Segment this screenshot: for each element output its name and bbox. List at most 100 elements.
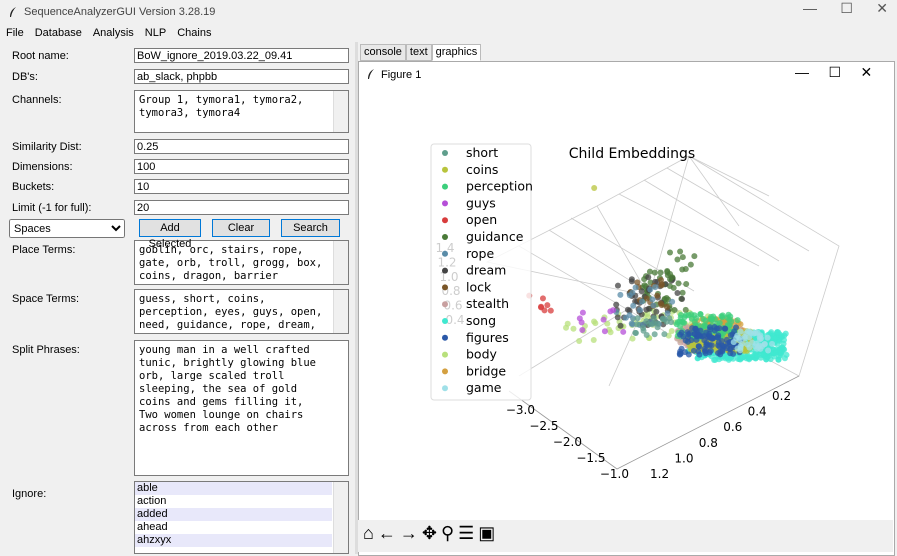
scatter-point: [741, 333, 748, 340]
tab[interactable]: text: [405, 44, 432, 61]
scatter-point: [650, 315, 657, 322]
scatter-point: [657, 276, 664, 283]
text-line: coins, dragon, barrier: [139, 270, 279, 282]
scatter-point: [757, 351, 764, 358]
scatter-point: [663, 303, 670, 310]
text-entry[interactable]: 10: [134, 179, 349, 194]
scatter-point: [617, 322, 624, 329]
tab[interactable]: graphics: [431, 44, 482, 61]
window-title: SequenceAnalyzerGUI Version 3.28.19: [24, 6, 216, 18]
window-controls[interactable]: — ☐ ✕: [803, 0, 888, 16]
text-entry[interactable]: 100: [134, 159, 349, 174]
scatter-point: [677, 248, 684, 255]
scatter-point: [651, 269, 658, 276]
scrollbar: [333, 241, 348, 284]
scatter-point: [643, 332, 650, 339]
text-area[interactable]: guess, short, coins, perception, eyes, gu…: [134, 289, 349, 334]
menu-item[interactable]: Analysis: [92, 27, 134, 39]
scatter-point: [723, 345, 730, 352]
scatter-point: [579, 326, 586, 333]
menu-bar: File Database Analysis NLP Chains: [6, 27, 222, 39]
scatter-point: [653, 308, 660, 315]
figure-icon: [368, 69, 374, 79]
list-item[interactable]: ahead: [135, 521, 332, 534]
scatter-point: [639, 298, 646, 305]
scatter-point: [626, 307, 633, 314]
scatter-point: [727, 313, 734, 320]
menu-item[interactable]: File: [6, 27, 24, 39]
scatter-point: [604, 320, 611, 327]
scatter-point: [691, 318, 698, 325]
scatter-point: [628, 320, 635, 327]
plot: Child Embeddings0.40.60.81.01.21.4−3.0−2…: [430, 143, 840, 481]
text-entry[interactable]: ab_slack, phpbb: [134, 69, 349, 84]
scatter-point: [614, 282, 621, 289]
list-item[interactable]: able: [135, 482, 332, 495]
button[interactable]: Add Selected: [139, 219, 201, 250]
text-entry[interactable]: 20: [134, 200, 349, 215]
scatter-point: [652, 284, 659, 291]
menu-item[interactable]: NLP: [144, 27, 167, 39]
scatter-point: [671, 307, 678, 314]
field-label: Channels:: [12, 94, 62, 106]
legend-marker: [442, 217, 448, 224]
legend-marker: [442, 166, 448, 173]
scatter-point: [646, 268, 653, 275]
scatter-point: [643, 295, 650, 302]
legend-label: guidance: [466, 229, 524, 244]
scatter-point: [570, 325, 577, 332]
scatter-point: [663, 294, 670, 301]
scatter-point: [682, 265, 689, 272]
list-item[interactable]: action: [135, 495, 332, 508]
scatter-point: [687, 261, 694, 268]
text-area[interactable]: young man in a well crafted tunic, bright…: [134, 340, 349, 476]
scatter-point: [600, 316, 607, 323]
scatter-point: [667, 276, 674, 283]
field-label: Buckets:: [12, 181, 55, 193]
scatter-point: [715, 334, 722, 341]
list-item[interactable]: added: [135, 508, 332, 521]
legend-label: bridge: [466, 363, 506, 378]
toolbar-buttons[interactable]: ⌂←→✥⚲☰▣: [363, 523, 500, 543]
scatter-point: [737, 328, 744, 335]
scatter-point: [679, 295, 686, 302]
scatter-point: [657, 269, 664, 276]
scatter-point: [775, 356, 782, 363]
scatter-point: [544, 302, 551, 309]
scatter-point: [730, 339, 737, 346]
button[interactable]: Clear: [212, 219, 270, 237]
dropdown[interactable]: Spaces: [9, 219, 125, 238]
menu-item[interactable]: Chains: [177, 27, 212, 39]
scatter-point: [719, 312, 726, 319]
text-line: gate, orb, troll, grogg, box,: [139, 257, 323, 269]
text-entry[interactable]: 0.25: [134, 139, 349, 154]
toolbar: [358, 520, 893, 552]
text-line: young man in a well crafted: [139, 344, 310, 356]
figure-controls[interactable]: — ☐ ✕: [795, 64, 873, 80]
text-area[interactable]: Group 1, tymora1, tymora2, tymora3, tymor…: [134, 90, 349, 133]
text-area[interactable]: goblin, orc, stairs, rope, gate, orb, tro…: [134, 240, 349, 285]
scatter-point: [628, 278, 635, 285]
text-entry[interactable]: BoW_ignore_2019.03.22_09.41: [134, 48, 349, 63]
menu-item[interactable]: Database: [34, 27, 82, 39]
legend-marker: [442, 183, 448, 190]
scatter-point: [641, 282, 648, 289]
app-icon: [10, 7, 16, 17]
scatter-point: [669, 298, 676, 305]
legend-label: stealth: [466, 296, 509, 311]
text-line: Two women lounge on chairs: [139, 409, 304, 421]
scatter-point: [547, 307, 554, 314]
tab[interactable]: console: [360, 44, 406, 61]
scatter-point: [677, 314, 684, 321]
scatter-point: [680, 333, 687, 340]
scatter-point: [683, 281, 690, 288]
list-item[interactable]: ahzxyx: [135, 534, 332, 547]
scatter-point: [668, 328, 675, 335]
listbox[interactable]: able action added ahead ahzxyx: [134, 481, 349, 554]
axis-tick-label: 0.6: [723, 420, 742, 434]
button[interactable]: Search: [281, 219, 340, 237]
text-line: Group 1, tymora1, tymora2,: [139, 94, 304, 106]
legend-box: [430, 143, 532, 401]
scatter-point: [633, 321, 640, 328]
